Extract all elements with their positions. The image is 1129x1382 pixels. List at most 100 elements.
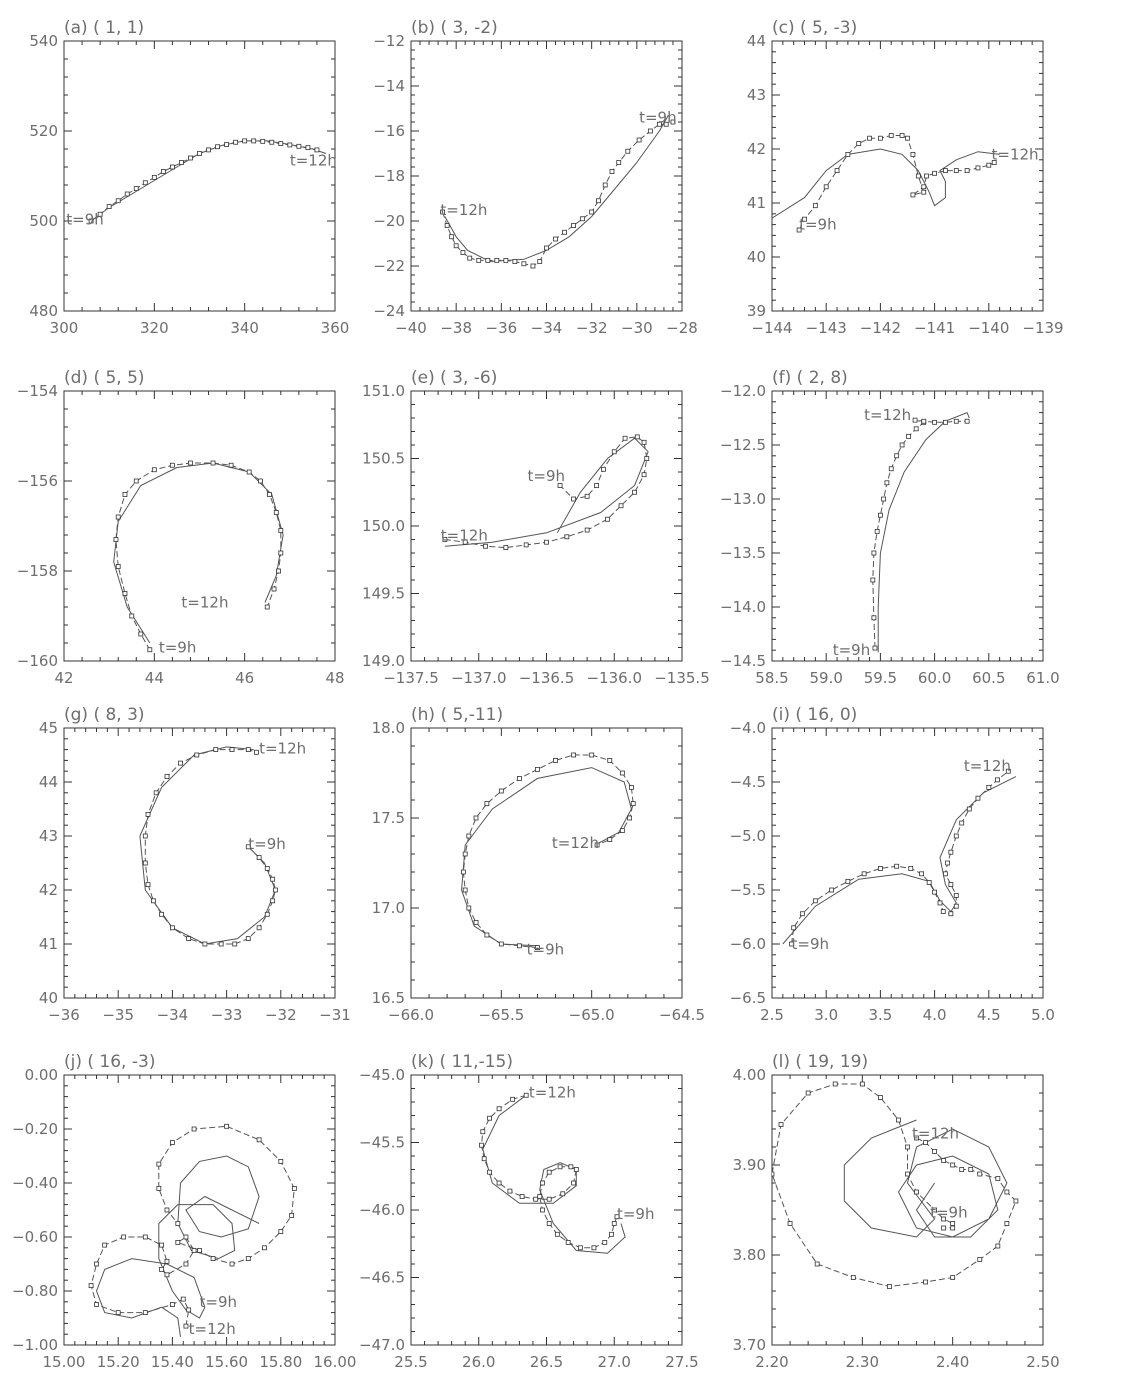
observed-point — [160, 169, 166, 174]
observed-point — [485, 257, 491, 263]
chart-panel: (j) ( 16, -3) 15.00 15.20 15.40 15.60 15.80 16… — [12, 1052, 356, 1371]
x-tick-label: −64.5 — [659, 1006, 705, 1024]
observed-point — [867, 135, 872, 141]
plot-frame — [63, 390, 336, 662]
chart-panel: (e) ( 3, -6) −137.5 −137.0 −136.5 −136.0 −135… — [362, 368, 710, 687]
y-tick-label: −0.40 — [12, 1174, 58, 1192]
x-tick-label: −38 — [440, 319, 472, 337]
observed-point — [258, 478, 263, 484]
chart-panel: (f) ( 2, 8) 58.5 59.0 59.5 60.0 60.5 61.0 −14.5… — [720, 368, 1060, 687]
observed-point — [256, 1137, 262, 1143]
y-tick-label: −20 — [373, 212, 405, 230]
x-tick-label: −35 — [102, 1006, 134, 1024]
y-tick-label: 149.0 — [362, 652, 405, 670]
panel-title: (a) ( 1, 1) — [64, 18, 144, 38]
y-tick-label: −1.00 — [12, 1336, 58, 1354]
time-annotation: t=9h — [248, 835, 286, 853]
panel-title: (c) ( 5, -3) — [772, 18, 857, 38]
observed-point — [507, 1188, 513, 1194]
observed-point — [473, 920, 479, 925]
observed-point — [494, 257, 500, 263]
x-tick-label: 3.5 — [868, 1006, 892, 1024]
y-tick-label: 44 — [39, 773, 58, 791]
observed-point — [169, 925, 175, 931]
x-tick-label: 60.5 — [972, 669, 1005, 687]
x-tick-label: −137.0 — [451, 669, 507, 687]
time-annotation: t=9h — [528, 467, 566, 485]
y-tick-label: −6.0 — [730, 935, 766, 953]
observed-point — [878, 866, 883, 871]
observed-point — [159, 911, 164, 917]
series-group — [772, 133, 1000, 233]
observed-point — [602, 182, 608, 188]
observed-point — [97, 211, 103, 217]
observed-point — [260, 138, 266, 144]
x-tick-label: 360 — [321, 319, 350, 337]
observed-point — [88, 218, 94, 224]
panel-title: (e) ( 3, -6) — [411, 368, 497, 388]
observed-point — [169, 1140, 175, 1145]
plot-frame — [410, 40, 683, 312]
observed-point — [845, 151, 851, 157]
observed-point — [1004, 1189, 1010, 1195]
observed-point — [565, 1240, 571, 1245]
panel-title: (f) ( 2, 8) — [772, 368, 848, 388]
series-group — [442, 434, 650, 550]
y-tick-label: 540 — [29, 32, 58, 50]
observed-point — [611, 1221, 617, 1226]
x-tick-label: −32 — [265, 1006, 297, 1024]
observed-point — [533, 1196, 539, 1202]
x-tick-label: −30 — [621, 319, 653, 337]
plot-frame — [771, 727, 1044, 999]
time-annotation: t=9h — [527, 940, 565, 958]
observed-point — [133, 478, 139, 484]
observed-point — [923, 1140, 928, 1145]
observed-point — [245, 844, 251, 850]
observed-point — [264, 866, 270, 871]
observed-point — [453, 243, 459, 249]
observed-point — [995, 1176, 1001, 1181]
observed-point — [537, 259, 543, 264]
y-tick-label: −24 — [373, 302, 405, 320]
y-tick-label: 0.00 — [25, 1066, 58, 1084]
observed-point — [544, 245, 549, 251]
observed-point — [169, 462, 175, 468]
observed-point — [115, 564, 121, 569]
observed-point — [142, 860, 148, 866]
observed-point — [145, 882, 151, 887]
panel-title: (k) ( 11,-15) — [411, 1052, 513, 1072]
y-tick-label: −156 — [17, 472, 58, 490]
time-annotation: t=9h — [639, 109, 677, 127]
observed-point — [215, 144, 220, 150]
observed-point — [210, 1256, 216, 1261]
observed-point — [596, 198, 601, 204]
observed-point — [878, 1095, 883, 1100]
observed-point — [577, 1245, 583, 1251]
y-tick-label: 43 — [39, 827, 58, 845]
observed-point — [115, 514, 121, 520]
observed-point — [169, 1302, 175, 1307]
observed-point — [122, 591, 128, 596]
observed-point — [179, 160, 184, 165]
y-tick-label: −6.5 — [730, 989, 766, 1007]
time-annotation: t=9h — [792, 935, 830, 953]
y-tick-label: 45 — [39, 719, 58, 737]
time-annotation: t=12h — [440, 201, 487, 219]
observed-point — [644, 456, 650, 461]
observed-point — [305, 145, 311, 151]
time-annotation: t=9h — [617, 1205, 655, 1223]
x-tick-label: −33 — [211, 1006, 243, 1024]
x-tick-label: 2.5 — [760, 1006, 784, 1024]
chart-panel: (k) ( 11,-15) 25.5 26.0 26.5 27.0 27.5 −47.0 −4… — [359, 1052, 699, 1371]
x-tick-label: 58.5 — [755, 669, 788, 687]
observed-point — [594, 483, 600, 488]
x-tick-label: 15.80 — [259, 1353, 302, 1371]
observed-point — [591, 1245, 597, 1251]
observed-point — [483, 543, 488, 549]
observed-point — [910, 151, 916, 157]
observed-point — [229, 747, 235, 752]
observed-point — [460, 869, 466, 875]
observed-point — [460, 250, 466, 255]
y-tick-label: −12.5 — [720, 436, 766, 454]
observed-point — [611, 449, 617, 455]
